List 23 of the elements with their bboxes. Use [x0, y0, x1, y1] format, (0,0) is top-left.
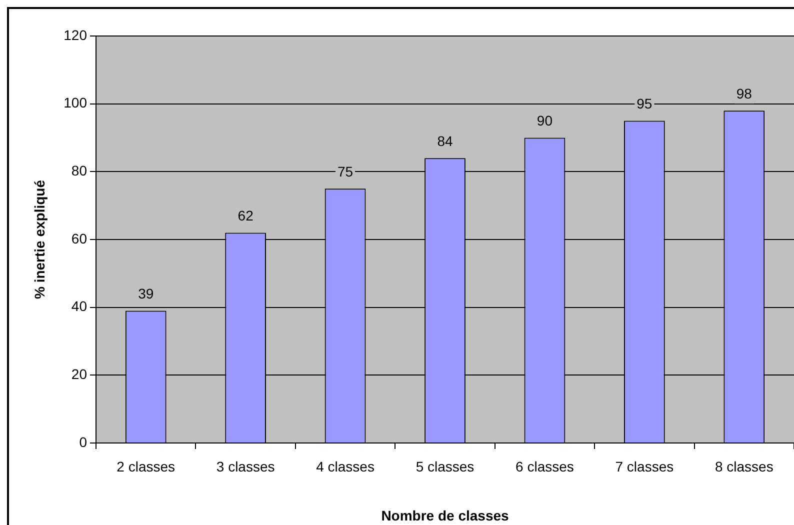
x-tick-label: 2 classes [116, 458, 176, 474]
data-label: 39 [138, 286, 154, 302]
data-label: 75 [337, 163, 354, 180]
x-tick-label: 3 classes [216, 458, 275, 474]
y-tick-label: 80 [71, 162, 88, 179]
data-label: 95 [636, 96, 652, 112]
y-axis-title: % inertie expliqué [31, 180, 48, 300]
y-tick-label: 120 [64, 26, 88, 43]
x-tick-label: 8 classes [714, 458, 774, 474]
x-tick-label: 7 classes [615, 458, 674, 474]
y-tick-label: 100 [64, 94, 88, 111]
data-label: 62 [238, 208, 254, 224]
data-label: 98 [736, 85, 752, 102]
data-label: 84 [437, 132, 453, 149]
x-tick-label: 5 classes [416, 458, 474, 474]
y-tick-label: 40 [71, 298, 88, 314]
data-label: 90 [536, 112, 553, 129]
x-axis-title: Nombre de classes [381, 507, 510, 524]
x-tick-label: 4 classes [316, 458, 374, 474]
y-tick-label: 0 [79, 434, 88, 450]
x-tick-label: 6 classes [516, 458, 574, 474]
y-tick-label: 60 [71, 230, 88, 246]
y-tick-label: 20 [71, 366, 88, 382]
